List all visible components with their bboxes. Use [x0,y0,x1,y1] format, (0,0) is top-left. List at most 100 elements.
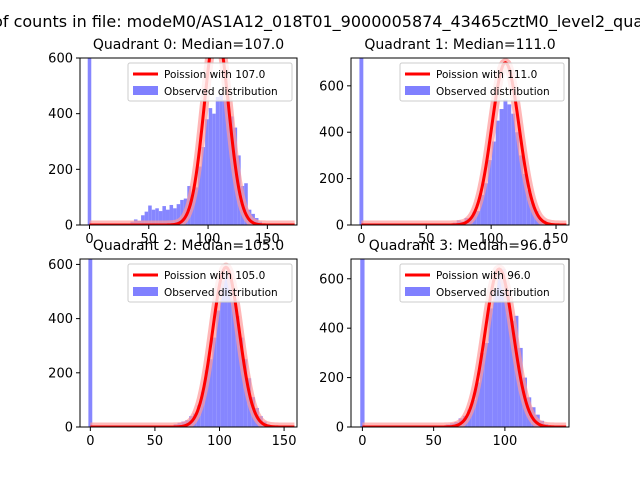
quadrant-1-title: Quadrant 1: Median=111.0 [364,37,555,53]
quadrant-3-title: Quadrant 3: Median=96.0 [369,238,551,254]
x-tick-label: 0 [358,434,366,449]
y-tick-label: 0 [336,421,344,436]
legend-bar-swatch [133,86,158,95]
histogram-bar [519,155,523,225]
x-tick-label: 50 [147,434,164,449]
y-tick-label: 400 [48,107,73,122]
histogram-bar [497,273,502,427]
histogram-bar [165,209,170,225]
y-tick-label: 200 [48,366,73,381]
histogram-bar [503,99,508,225]
axes-frame [350,57,570,226]
quadrant-2-title: Quadrant 2: Median=105.0 [93,238,284,254]
histogram-bar [158,211,163,225]
histogram-bar [208,108,213,225]
y-tick-label: 600 [48,258,73,273]
x-tick-label: 100 [479,232,504,247]
quadrant-2-axes: 0 50 100 150 0 200 400 600 Quadrant 2: Median=10… [48,238,298,449]
histogram-panels: 0 50 100 150 0 200 400 600 Quadrant 0: Median=10… [48,37,570,449]
poisson-curve [90,265,295,427]
quadrant-1-data [358,58,569,225]
x-tick-label: 100 [492,434,517,449]
histogram-bar [227,275,232,427]
histogram-bar [180,199,184,225]
poisson-curve [362,267,567,427]
histogram-bar [475,382,480,427]
x-tick-label: 50 [425,434,442,449]
histogram-bar [495,120,500,225]
histogram-bar [476,211,481,225]
quadrant-0-axes: 0 50 100 150 0 200 400 600 Quadrant 0: Median=10… [48,37,298,247]
histogram-bar [162,206,166,225]
legend-bar-swatch [133,287,158,296]
quadrant-0-data [86,58,297,225]
histogram-bar [194,187,198,225]
histogram-bar [224,272,228,427]
legend: Poission with 107.0 Observed distribution [127,62,293,102]
x-tick-label: 0 [86,434,94,449]
legend-bar-swatch [405,287,430,296]
histogram-bar [87,58,92,225]
histogram-bar [235,315,240,427]
histogram-bar [88,259,93,427]
legend-label-poisson: Poission with 105.0 [164,270,265,282]
axes-frame [350,258,570,428]
histogram-bar [219,94,223,225]
histogram-bar [507,104,512,225]
y-tick-label: 0 [65,421,73,436]
histogram-bar [479,352,485,427]
legend-label-poisson: Poission with 96.0 [436,270,531,282]
axes-frame [79,57,298,226]
y-tick-label: 600 [48,52,73,67]
histogram-bar [505,293,510,427]
histogram-bar [144,211,149,225]
histogram-bar [526,190,531,225]
legend: Poission with 105.0 Observed distribution [127,263,293,303]
histogram-bar [487,160,492,225]
histogram-bar [176,204,181,225]
axes-frame [79,258,298,428]
y-tick-label: 200 [319,371,344,386]
histogram-bar [491,141,496,225]
y-tick-label: 400 [319,126,344,141]
histogram-bar [360,259,365,427]
histogram-bar [239,337,244,427]
histogram-bar [492,288,498,427]
y-tick-label: 0 [336,219,344,234]
histogram-bar [148,205,152,225]
quadrant-1-axes: 0 50 100 150 0 200 400 600 Quadrant 1: Median=11… [319,37,570,247]
x-tick-label: 0 [357,232,365,247]
y-tick-label: 400 [48,312,73,327]
histogram-bar [509,320,515,427]
x-tick-label: 50 [418,232,435,247]
legend-label-observed: Observed distribution [164,287,278,299]
quadrant-2-data [87,259,297,427]
histogram-bar [522,173,527,225]
y-tick-label: 200 [48,163,73,178]
histogram-bar [205,119,209,225]
histogram-bar [484,183,488,225]
x-tick-label: 150 [255,232,280,247]
histogram-bar [226,96,231,225]
y-tick-label: 200 [319,172,344,187]
legend-box [399,62,565,102]
figure-suptitle: Histogram of counts in file: modeM0/AS1A… [0,12,640,32]
poisson-curve [89,58,295,225]
legend-box [127,263,293,303]
histogram-bar [231,299,236,427]
x-tick-label: 100 [207,434,232,449]
histogram-bar [173,208,177,225]
histogram-bar [484,343,489,427]
histogram-bar [216,310,221,427]
histogram-bar [141,215,145,225]
histogram-bar [488,308,493,427]
y-tick-label: 600 [319,79,344,94]
histogram-bar [471,399,476,427]
histogram-bar [222,99,227,225]
histogram-bar [212,337,217,427]
histogram-bar [197,166,202,225]
histogram-bar [151,209,156,225]
histogram-bar [215,96,220,225]
poisson-curve [361,61,567,225]
